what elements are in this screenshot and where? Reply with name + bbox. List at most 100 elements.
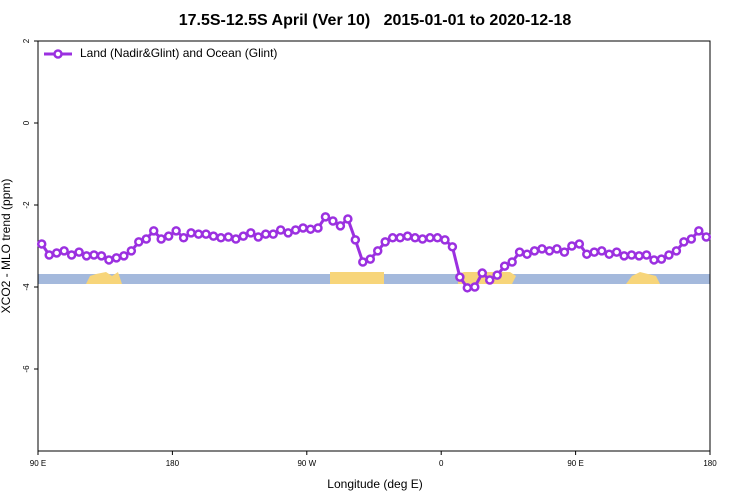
data-point bbox=[529, 246, 540, 256]
land-patch bbox=[330, 272, 384, 284]
data-point bbox=[626, 250, 637, 260]
data-point bbox=[402, 231, 413, 241]
data-point bbox=[641, 250, 652, 260]
data-point bbox=[499, 261, 510, 271]
land-patch bbox=[626, 272, 660, 284]
x-tick-label: 90 E bbox=[567, 459, 583, 468]
data-point bbox=[484, 275, 495, 285]
y-axis-label: XCO2 - MLO trend (ppm) bbox=[0, 179, 13, 314]
data-point bbox=[275, 225, 286, 235]
data-point bbox=[387, 233, 398, 243]
data-point bbox=[544, 246, 555, 256]
data-point bbox=[514, 247, 525, 257]
data-point bbox=[81, 251, 92, 261]
data-point bbox=[335, 221, 346, 231]
data-point bbox=[201, 229, 211, 239]
data-point bbox=[223, 232, 234, 242]
x-tick-label: 0 bbox=[439, 459, 444, 468]
data-point bbox=[701, 232, 712, 242]
data-point bbox=[567, 241, 577, 251]
data-point bbox=[440, 235, 450, 245]
data-point bbox=[253, 232, 264, 242]
data-point bbox=[395, 233, 405, 243]
data-point bbox=[238, 231, 249, 241]
data-point bbox=[365, 254, 376, 264]
x-tick-label: 180 bbox=[166, 459, 180, 468]
data-point bbox=[343, 214, 353, 224]
data-point bbox=[604, 249, 614, 259]
data-point bbox=[380, 237, 390, 247]
data-point bbox=[89, 250, 99, 260]
data-point bbox=[686, 234, 697, 244]
data-point bbox=[328, 216, 338, 226]
data-point bbox=[619, 251, 629, 261]
data-point bbox=[552, 244, 562, 254]
data-point bbox=[358, 257, 368, 267]
x-axis-label: Longitude (deg E) bbox=[327, 477, 422, 491]
data-point bbox=[671, 246, 682, 256]
data-point bbox=[507, 257, 517, 267]
data-point bbox=[492, 270, 502, 280]
legend-marker bbox=[53, 49, 63, 59]
data-point bbox=[163, 231, 174, 241]
data-point bbox=[283, 228, 293, 238]
data-point bbox=[66, 250, 77, 260]
x-tick-label: 90 W bbox=[297, 459, 316, 468]
y-tick-label: -6 bbox=[22, 365, 31, 373]
data-point bbox=[679, 237, 689, 247]
data-point bbox=[178, 233, 189, 243]
y-tick-label: 2 bbox=[22, 38, 31, 43]
data-point bbox=[231, 234, 241, 244]
data-point bbox=[216, 233, 226, 243]
data-point bbox=[559, 247, 570, 257]
data-point bbox=[582, 249, 592, 259]
data-point bbox=[634, 251, 644, 261]
data-point bbox=[51, 248, 62, 258]
data-point bbox=[589, 247, 600, 257]
data-point bbox=[44, 250, 54, 260]
data-point bbox=[74, 247, 84, 257]
land-patch bbox=[86, 272, 122, 284]
data-point bbox=[596, 246, 607, 256]
data-point bbox=[193, 229, 204, 239]
data-point bbox=[470, 282, 480, 292]
data-point bbox=[477, 268, 488, 278]
data-point bbox=[141, 234, 152, 244]
data-point bbox=[246, 228, 256, 238]
land-ocean-band bbox=[38, 272, 710, 284]
data-point bbox=[372, 246, 383, 256]
data-point bbox=[320, 212, 331, 222]
data-point bbox=[104, 255, 114, 265]
data-point bbox=[447, 242, 458, 252]
data-point bbox=[425, 233, 435, 243]
data-point bbox=[59, 246, 69, 256]
data-point bbox=[611, 247, 622, 257]
data-point bbox=[208, 231, 219, 241]
data-point bbox=[119, 251, 129, 261]
data-point bbox=[664, 250, 674, 260]
data-point bbox=[156, 234, 166, 244]
data-point bbox=[186, 228, 196, 238]
data-point bbox=[96, 251, 107, 261]
legend-label: Land (Nadir&Glint) and Ocean (Glint) bbox=[80, 46, 277, 60]
data-point bbox=[111, 253, 122, 263]
data-point bbox=[134, 237, 144, 247]
data-point bbox=[649, 255, 659, 265]
chart-title: 17.5S-12.5S April (Ver 10) 2015-01-01 to… bbox=[179, 12, 572, 29]
x-tick-label: 90 E bbox=[30, 459, 46, 468]
data-point bbox=[455, 272, 465, 282]
data-point bbox=[574, 239, 585, 249]
y-tick-label: -4 bbox=[22, 283, 31, 291]
data-point bbox=[350, 235, 361, 245]
data-point bbox=[410, 233, 420, 243]
data-point bbox=[290, 225, 301, 235]
data-point bbox=[656, 254, 667, 264]
data-point bbox=[537, 244, 547, 254]
data-point bbox=[171, 226, 181, 236]
data-point bbox=[126, 246, 137, 256]
data-point bbox=[298, 223, 308, 233]
data-point bbox=[694, 226, 704, 236]
data-point bbox=[462, 283, 473, 293]
